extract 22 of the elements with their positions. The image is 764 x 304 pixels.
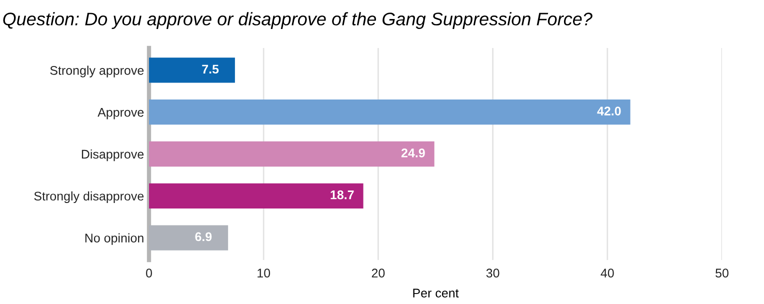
data-label: 7.5 (202, 64, 219, 74)
y-tick-label: Strongly disapprove (34, 191, 144, 204)
y-tick-label: Strongly approve (50, 66, 144, 78)
y-tick-label: Disapprove (82, 149, 144, 162)
x-tick-label: 20 (372, 268, 385, 278)
data-label: 18.7 (330, 190, 354, 200)
y-tick-label: No opinion (85, 233, 144, 245)
x-tick-label: 10 (258, 268, 270, 278)
x-axis-title: Per cent (413, 288, 459, 298)
chart-title: Question: Do you approve or disapprove of the Gang Suppression Force? (3, 12, 592, 29)
x-tick-label: 0 (146, 268, 152, 278)
data-label: 6.9 (195, 232, 212, 242)
bar (149, 141, 434, 167)
data-label: 24.9 (401, 148, 425, 158)
x-tick-label: 40 (600, 268, 614, 278)
bar (149, 183, 364, 208)
y-tick-label: Approve (98, 108, 144, 120)
x-tick-label: 50 (716, 268, 728, 278)
x-tick-label: 30 (486, 268, 500, 278)
bar (149, 100, 630, 125)
bar (149, 58, 235, 83)
data-label: 42.0 (597, 106, 621, 116)
